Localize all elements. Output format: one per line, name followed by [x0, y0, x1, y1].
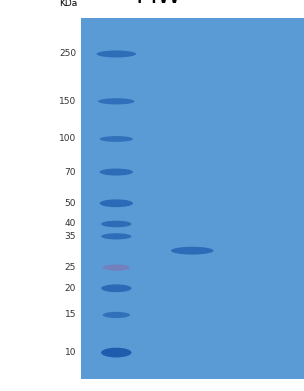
Text: 35: 35	[64, 232, 76, 241]
Ellipse shape	[100, 169, 133, 176]
Text: 10: 10	[64, 348, 76, 357]
Ellipse shape	[101, 233, 132, 240]
Text: 20: 20	[65, 284, 76, 293]
Text: 250: 250	[59, 50, 76, 59]
Ellipse shape	[100, 199, 133, 207]
Ellipse shape	[103, 312, 130, 318]
Ellipse shape	[101, 221, 132, 227]
Text: MW: MW	[136, 0, 182, 8]
Ellipse shape	[101, 284, 132, 292]
Text: 15: 15	[64, 310, 76, 319]
Ellipse shape	[97, 50, 136, 57]
Text: 40: 40	[65, 219, 76, 228]
Ellipse shape	[171, 247, 213, 255]
Text: KDa: KDa	[59, 0, 78, 8]
Text: 150: 150	[59, 97, 76, 106]
Text: 100: 100	[59, 135, 76, 143]
Ellipse shape	[100, 136, 133, 142]
Text: 25: 25	[65, 263, 76, 272]
Ellipse shape	[103, 264, 130, 271]
Ellipse shape	[101, 348, 132, 357]
Text: 70: 70	[64, 168, 76, 177]
Ellipse shape	[98, 98, 135, 104]
Text: 50: 50	[64, 199, 76, 208]
Bar	[81, 18, 304, 379]
